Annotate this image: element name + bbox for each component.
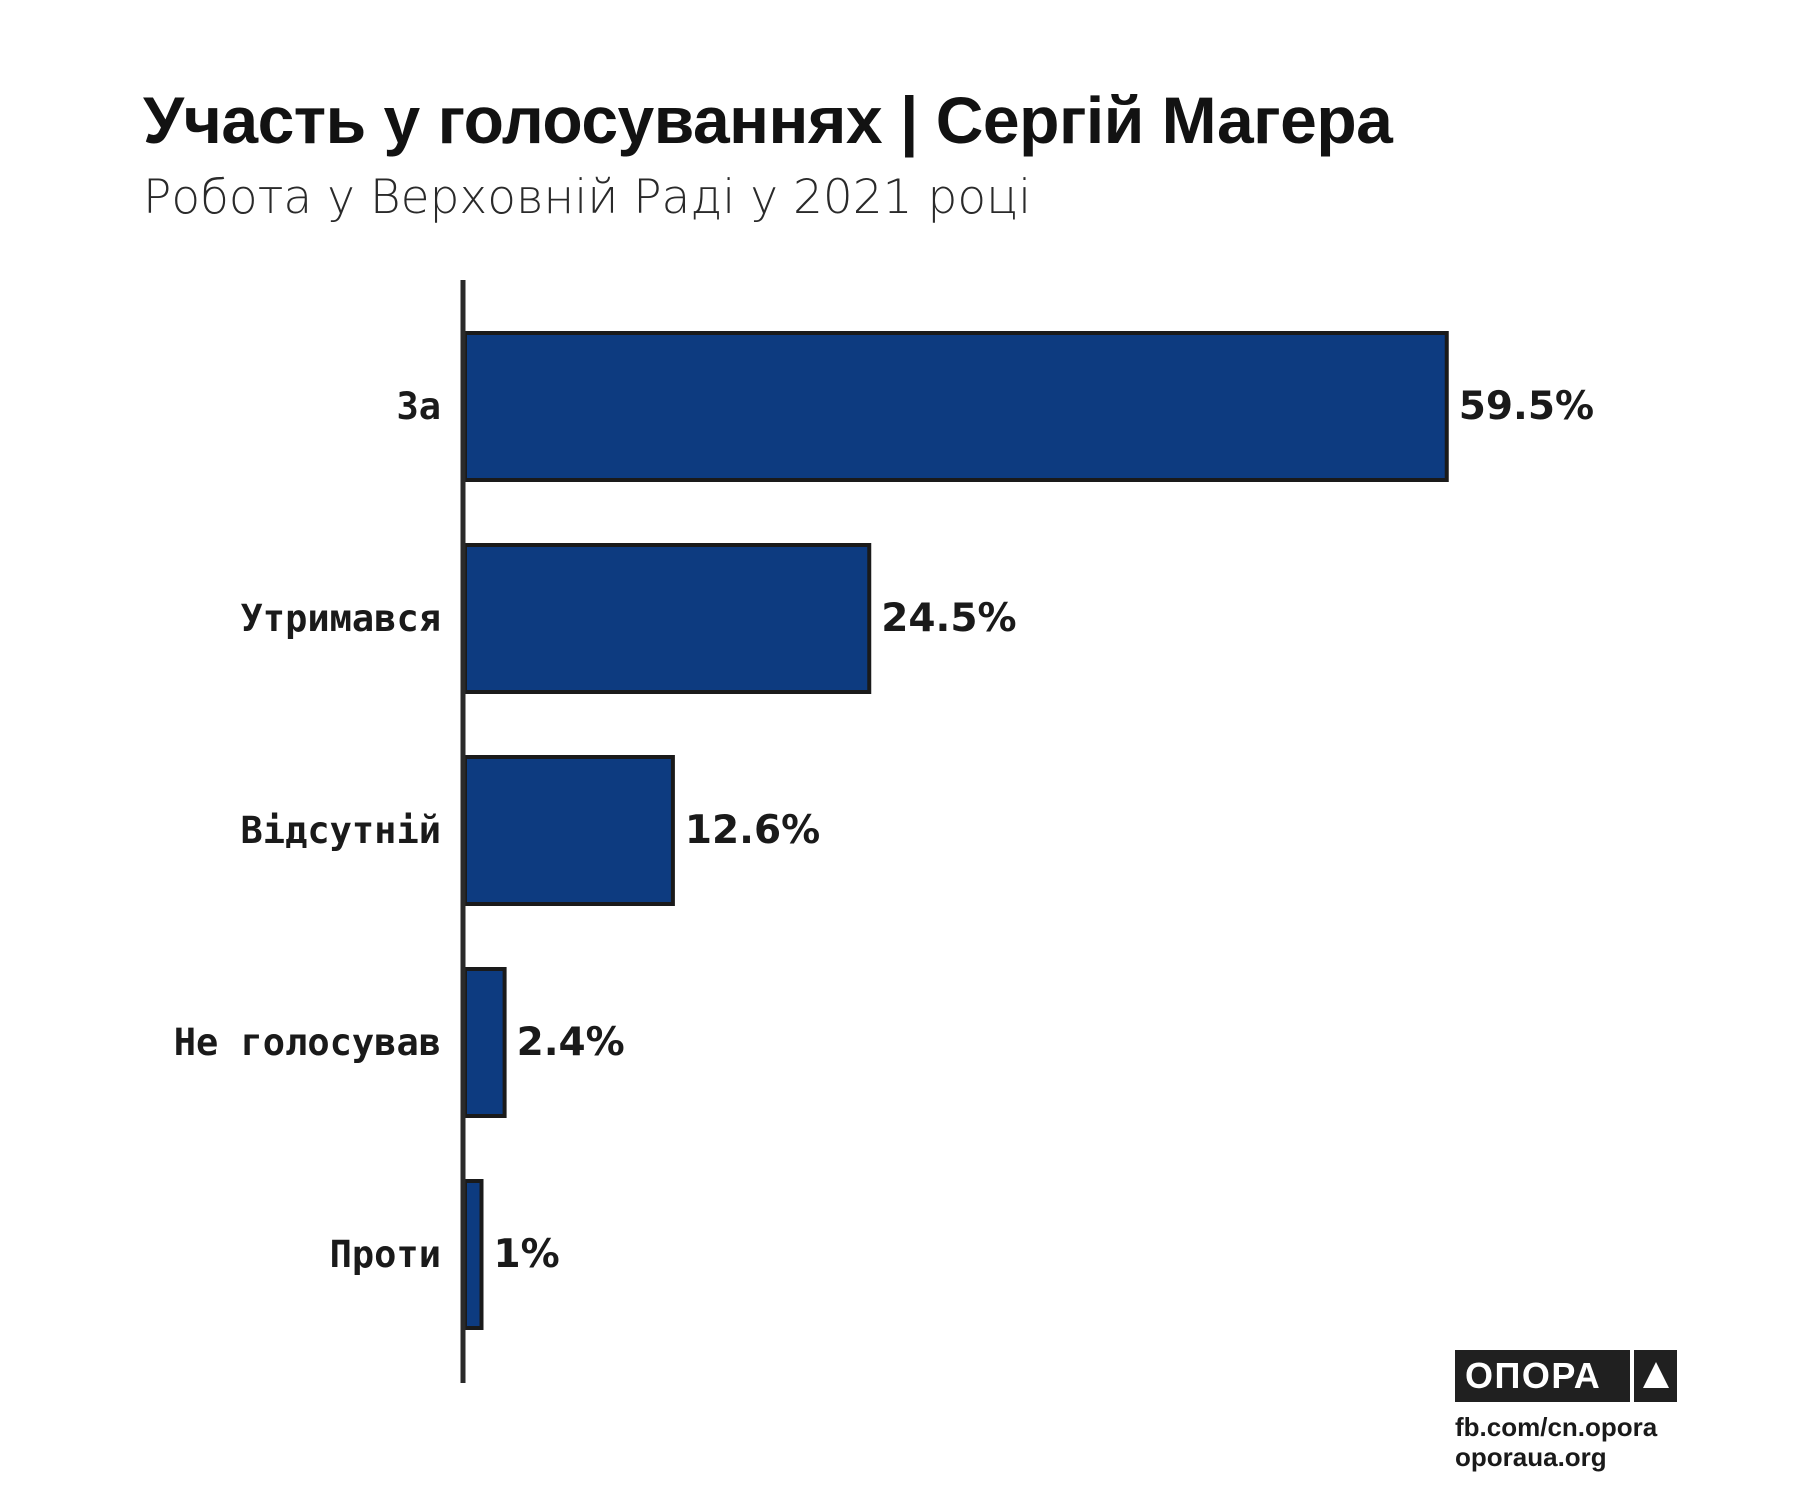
opora-logo: ОПОРА xyxy=(1455,1350,1677,1402)
website-link[interactable]: oporaua.org xyxy=(1455,1442,1607,1472)
facebook-link[interactable]: fb.com/cn.opora xyxy=(1455,1412,1658,1442)
category-label: За xyxy=(396,385,441,428)
category-label: Відсутній xyxy=(241,809,441,852)
triangle-icon xyxy=(1643,1362,1669,1388)
value-label: 12.6% xyxy=(685,808,820,853)
bar xyxy=(463,331,1449,482)
logo-text: ОПОРА xyxy=(1465,1355,1602,1396)
value-label: 24.5% xyxy=(881,596,1016,641)
value-label: 2.4% xyxy=(517,1020,625,1065)
bar xyxy=(463,755,675,906)
bar xyxy=(463,1179,484,1330)
value-label: 1% xyxy=(494,1232,560,1277)
category-label: Проти xyxy=(330,1233,441,1276)
category-label: Утримався xyxy=(241,597,441,640)
chart-title: Участь у голосуваннях | Сергій Магера xyxy=(143,83,1393,157)
category-label: Не голосував xyxy=(174,1021,441,1064)
bar xyxy=(463,967,507,1118)
logo-separator xyxy=(1630,1350,1634,1402)
chart-subtitle: Робота у Верховній Раді у 2021 році xyxy=(143,170,1032,225)
bars-layer: За 59.5% Утримався 24.5% Відсутній 12.6% Не го… xyxy=(174,331,1594,1330)
value-label: 59.5% xyxy=(1459,384,1594,429)
bar xyxy=(463,543,872,694)
